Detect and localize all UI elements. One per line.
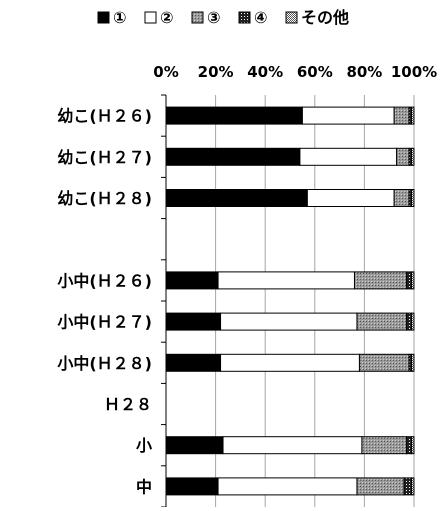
bar-segment xyxy=(220,353,360,372)
bar-segment xyxy=(411,312,415,331)
bar-segment xyxy=(217,271,355,290)
bar-segment xyxy=(299,147,398,166)
x-tick-label: 80% xyxy=(346,63,382,81)
category-label: 小中(Ｈ２７) xyxy=(57,313,152,332)
x-axis-tick-labels: 0% 20% 40% 60% 80% 100% xyxy=(153,63,437,81)
legend-swatch xyxy=(238,11,251,24)
legend: ① ② ③ ④ その他 xyxy=(97,8,349,27)
bar-segment xyxy=(403,477,413,496)
bar-segment xyxy=(165,106,303,125)
bar-segment xyxy=(306,189,395,207)
bars xyxy=(165,106,415,496)
category-label: 中 xyxy=(136,477,152,496)
bar-segment xyxy=(165,477,219,496)
category-axis xyxy=(161,94,167,508)
category-label: 小 xyxy=(136,436,152,455)
bar-segment xyxy=(411,147,415,166)
legend-swatch xyxy=(144,11,157,24)
bar-segment xyxy=(406,312,413,331)
bar-segment xyxy=(356,312,408,331)
bar-segment xyxy=(165,436,224,455)
bar-segment xyxy=(222,436,363,455)
bar-segment xyxy=(165,147,301,166)
bar-segment xyxy=(411,189,415,207)
bar-segment xyxy=(220,312,358,331)
bar-segment xyxy=(411,106,415,125)
category-label: 幼こ(Ｈ２８) xyxy=(57,189,152,208)
category-labels: 幼こ(Ｈ２６) 幼こ(Ｈ２７) 幼こ(Ｈ２８) 小中(Ｈ２６) 小中(Ｈ２７) 小中(Ｈ２… xyxy=(57,107,152,497)
bar-segment xyxy=(301,106,395,125)
category-label: Ｈ２８ xyxy=(104,395,152,414)
legend-label: ④ xyxy=(254,8,268,27)
category-label: 幼こ(Ｈ２６) xyxy=(57,107,152,126)
category-label: 小中(Ｈ２８) xyxy=(57,354,152,373)
bar-segment xyxy=(393,106,410,125)
bar-segment xyxy=(411,436,415,455)
bar-segment xyxy=(406,436,413,455)
x-tick-label: 60% xyxy=(297,63,333,81)
bar-segment xyxy=(358,353,410,372)
legend-swatch xyxy=(97,11,110,24)
bar-segment xyxy=(165,312,222,331)
legend-label: その他 xyxy=(301,8,349,27)
bar-segment xyxy=(165,271,219,290)
legend-label: ① xyxy=(113,8,127,27)
x-tick-label: 40% xyxy=(247,63,283,81)
category-label: 小中(Ｈ２６) xyxy=(57,271,152,290)
bar-segment xyxy=(356,477,405,496)
bar-segment xyxy=(406,271,413,290)
x-tick-label: 0% xyxy=(153,63,178,81)
legend-label: ② xyxy=(160,8,174,27)
x-tick-label: 20% xyxy=(198,63,234,81)
bar-segment xyxy=(165,189,308,207)
bar-segment xyxy=(217,477,358,496)
legend-swatch xyxy=(285,11,298,24)
x-tick-label: 100% xyxy=(391,63,437,81)
bar-segment xyxy=(353,271,408,290)
bar-segment xyxy=(361,436,408,455)
bar-segment xyxy=(411,271,415,290)
bar-segment xyxy=(411,477,415,496)
bar-segment xyxy=(396,147,410,166)
category-label: 幼こ(Ｈ２７) xyxy=(57,148,152,167)
legend-label: ③ xyxy=(207,8,221,27)
bar-segment xyxy=(165,353,222,372)
bar-segment xyxy=(393,189,410,207)
bar-segment xyxy=(411,353,415,372)
legend-swatch xyxy=(191,11,204,24)
